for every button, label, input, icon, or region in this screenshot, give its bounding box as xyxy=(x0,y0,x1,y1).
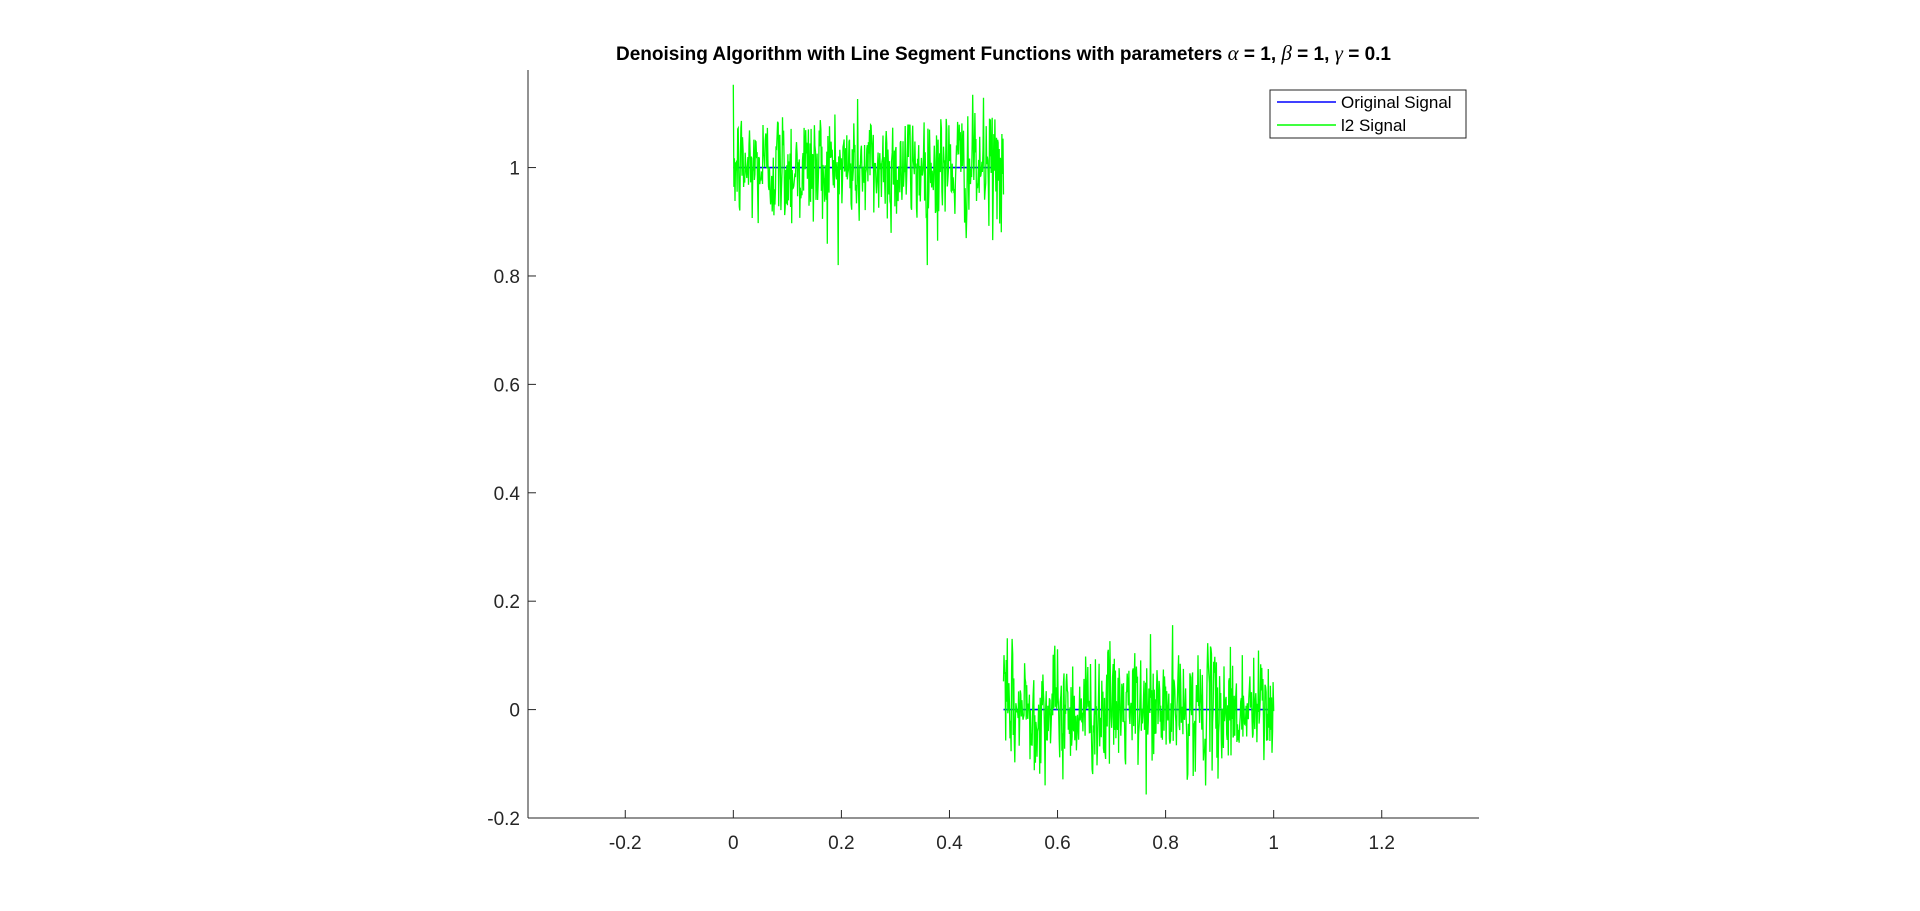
chart-title: Denoising Algorithm with Line Segment Fu… xyxy=(616,41,1391,65)
legend-box xyxy=(1269,89,1467,139)
l2-signal-trace xyxy=(732,84,1005,266)
title-part: = 1, xyxy=(1239,44,1282,65)
title-part: = 1, xyxy=(1292,44,1335,65)
plot-area xyxy=(732,84,1275,795)
y-tick-label: 0.6 xyxy=(494,375,520,396)
axes: -0.2 0 0.2 0.4 0.6 0.8 1 1.2 -0.2 0 0.2 0.4 0.6 0.8 1 xyxy=(487,70,1479,854)
chart-title-text: Denoising Algorithm with Line Segment Fu… xyxy=(616,41,1391,65)
x-tick-label: 0.8 xyxy=(1152,833,1178,854)
l2-signal-trace xyxy=(1002,625,1275,795)
x-tick-label: 0.4 xyxy=(936,833,963,854)
y-tick-label: 0 xyxy=(509,701,520,722)
x-tick-label: 0 xyxy=(728,833,739,854)
title-part: = 0.1 xyxy=(1343,44,1391,65)
x-tick-label: 1 xyxy=(1268,833,1279,854)
y-tick-label: 0.4 xyxy=(494,484,521,505)
legend: Original Signal l2 Signal xyxy=(1269,89,1467,139)
title-part: β xyxy=(1280,41,1292,65)
legend-label: l2 Signal xyxy=(1341,116,1406,135)
y-tick-label: 1 xyxy=(509,159,520,180)
title-part: α xyxy=(1228,41,1240,65)
title-part: Denoising Algorithm with Line Segment Fu… xyxy=(616,44,1228,65)
y-tick-label: -0.2 xyxy=(487,809,520,830)
title-part: γ xyxy=(1335,41,1344,65)
x-tick-label: -0.2 xyxy=(609,833,642,854)
y-tick-label: 0.8 xyxy=(494,267,520,288)
y-tick-label: 0.2 xyxy=(494,592,520,613)
legend-label: Original Signal xyxy=(1341,93,1452,112)
x-tick-label: 0.2 xyxy=(828,833,854,854)
x-tick-label: 0.6 xyxy=(1044,833,1070,854)
x-tick-label: 1.2 xyxy=(1369,833,1395,854)
